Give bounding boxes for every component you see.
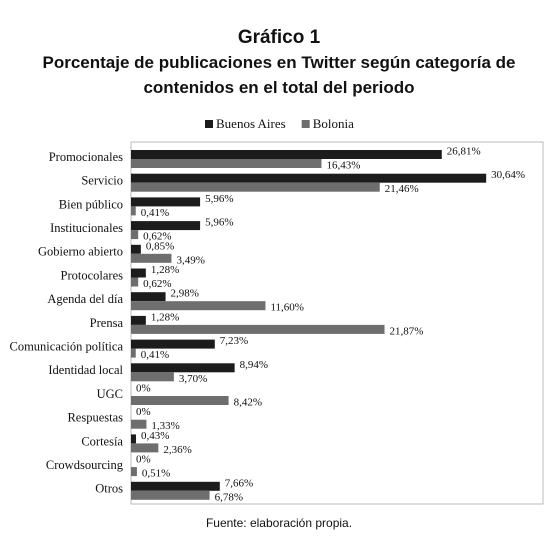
y-tick-label: Crowdsourcing (46, 458, 124, 472)
bar (131, 182, 380, 192)
y-tick-label: Respuestas (67, 411, 123, 425)
bar (131, 268, 146, 278)
y-tick-label: Comunicación política (9, 339, 123, 353)
bar (131, 221, 201, 231)
bar (131, 230, 139, 240)
value-label: 30,64% (491, 169, 525, 181)
value-label: 5,96% (205, 217, 233, 229)
legend-label: Bolonia (313, 116, 354, 131)
value-label: 11,60% (270, 302, 304, 314)
bar (131, 292, 166, 302)
bar (131, 206, 136, 216)
value-label: 21,46% (385, 183, 419, 195)
y-tick-label: Gobierno abierto (38, 245, 123, 259)
y-tick-label: Cortesía (81, 434, 123, 448)
bar (131, 159, 322, 168)
bar (131, 197, 201, 207)
bar (131, 419, 147, 429)
value-label: 3,49% (176, 254, 204, 266)
value-label: 21,87% (390, 325, 424, 337)
value-label: 1,33% (151, 420, 179, 432)
value-label: 8,42% (234, 397, 262, 409)
bar (131, 315, 146, 325)
value-label: 26,81% (447, 146, 481, 158)
y-tick-label: Servicio (81, 174, 123, 188)
bar (131, 339, 215, 349)
bar (131, 173, 487, 183)
value-label: 0,41% (141, 207, 169, 219)
value-label: 3,70% (179, 373, 207, 385)
bar (131, 490, 210, 500)
bar (131, 363, 235, 373)
value-label: 8,94% (240, 359, 268, 371)
value-label: 0,62% (143, 278, 171, 290)
y-tick-label: Institucionales (50, 221, 123, 235)
bar (131, 253, 172, 263)
bar (131, 324, 385, 334)
y-tick-label: Bien público (59, 197, 123, 211)
chart-title: Gráfico 1 (237, 27, 321, 48)
bar (131, 467, 137, 477)
y-tick-label: Identidad local (48, 363, 123, 377)
value-label: 0,41% (141, 349, 169, 361)
bar (131, 277, 139, 287)
bar (131, 372, 174, 382)
bar (131, 150, 442, 159)
value-label: 1,28% (151, 264, 179, 276)
value-label: 2,36% (163, 444, 191, 456)
value-label: 5,96% (205, 193, 233, 205)
value-label: 0% (136, 383, 151, 395)
y-tick-label: UGC (97, 387, 123, 401)
bar (131, 244, 141, 254)
value-label: 6,78% (215, 491, 243, 503)
bar (131, 443, 159, 453)
value-label: 0,62% (143, 231, 171, 243)
value-label: 0,85% (146, 240, 174, 252)
y-tick-label: Agenda del día (47, 292, 123, 306)
y-tick-label: Promocionales (49, 150, 123, 164)
value-label: 16,43% (326, 160, 360, 172)
source-note: Fuente: elaboración propia. (206, 516, 352, 530)
heading: Gráfico 1 Porcentaje de publicaciones en… (19, 26, 539, 100)
legend-swatch (205, 120, 213, 128)
y-tick-label: Otros (95, 482, 123, 496)
plot-frame (130, 141, 544, 505)
chart-subtitle: Porcentaje de publicaciones en Twitter s… (42, 53, 516, 97)
bar (131, 348, 136, 358)
value-label: 0% (136, 406, 151, 418)
value-label: 0,51% (142, 468, 170, 480)
bar (131, 396, 229, 405)
legend-swatch (301, 120, 310, 128)
value-label: 7,23% (220, 335, 248, 347)
value-label: 7,66% (225, 477, 253, 489)
legend-label: Buenos Aires (216, 116, 286, 131)
bar (131, 481, 220, 491)
value-label: 1,28% (151, 311, 179, 323)
value-label: 0% (136, 454, 151, 466)
bar (131, 301, 266, 311)
value-label: 0,43% (141, 430, 169, 442)
y-tick-label: Prensa (90, 316, 124, 330)
y-tick-label: Protocolares (61, 268, 124, 282)
bar (131, 434, 136, 444)
value-label: 2,98% (171, 288, 199, 300)
